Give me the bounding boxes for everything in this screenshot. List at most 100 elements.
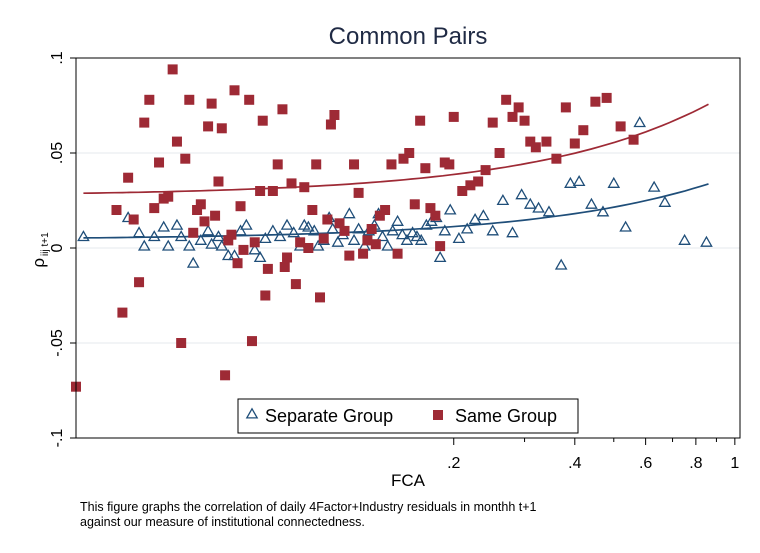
point-separate-group xyxy=(77,230,90,242)
legend-symbol-separate-group xyxy=(245,407,259,419)
point-separate-group xyxy=(506,226,519,238)
point-same-group xyxy=(238,244,249,255)
point-same-group xyxy=(223,235,234,246)
fit-line-same-group xyxy=(83,103,709,195)
point-separate-group xyxy=(452,231,466,244)
point-separate-group xyxy=(215,239,229,251)
legend-label-same-group: Same Group xyxy=(455,406,557,426)
point-separate-group xyxy=(132,226,146,238)
x-tick-label: 1 xyxy=(730,455,739,472)
point-separate-group xyxy=(161,239,175,251)
point-separate-group xyxy=(201,224,215,236)
point-same-group xyxy=(473,176,484,187)
y-axis-label-main: ρ xyxy=(29,258,48,268)
point-separate-group xyxy=(523,197,537,209)
point-separate-group xyxy=(157,220,171,232)
point-same-group xyxy=(601,92,612,103)
point-separate-group xyxy=(386,224,400,236)
point-same-group xyxy=(325,119,336,130)
point-same-group xyxy=(480,165,491,176)
point-same-group xyxy=(176,338,187,348)
x-tick-label: .4 xyxy=(568,455,581,472)
point-separate-group xyxy=(253,250,267,263)
point-separate-group xyxy=(259,231,272,244)
x-axis-label: FCA xyxy=(391,471,426,490)
point-same-group xyxy=(303,243,314,253)
point-separate-group xyxy=(554,258,568,270)
point-same-group xyxy=(349,159,360,170)
point-same-group xyxy=(154,157,165,168)
point-same-group xyxy=(358,248,369,259)
point-same-group xyxy=(487,117,498,128)
point-same-group xyxy=(272,159,283,170)
point-separate-group xyxy=(596,205,610,217)
point-same-group xyxy=(366,224,377,234)
point-same-group xyxy=(244,94,255,105)
y-tick-label: 0 xyxy=(49,243,66,252)
point-same-group xyxy=(213,176,224,187)
point-same-group xyxy=(362,235,373,246)
point-same-group xyxy=(501,94,512,105)
figure-caption: This figure graphs the correlation of da… xyxy=(80,500,740,529)
point-separate-group xyxy=(221,249,235,261)
point-same-group xyxy=(195,199,206,210)
point-same-group xyxy=(507,111,518,122)
point-same-group xyxy=(339,225,350,236)
point-same-group xyxy=(628,134,639,145)
point-separate-group xyxy=(381,239,394,251)
point-separate-group xyxy=(266,224,280,236)
point-same-group xyxy=(334,218,345,229)
point-same-group xyxy=(315,292,326,303)
point-separate-group xyxy=(406,226,419,238)
point-same-group xyxy=(435,241,446,252)
point-same-group xyxy=(415,115,426,126)
point-same-group xyxy=(353,187,364,198)
point-same-group xyxy=(457,186,468,196)
point-separate-group xyxy=(273,230,287,242)
point-separate-group xyxy=(396,228,409,240)
point-same-group xyxy=(260,290,271,301)
point-separate-group xyxy=(658,195,672,207)
point-same-group xyxy=(386,159,397,170)
point-same-group xyxy=(318,233,329,244)
point-same-group xyxy=(286,178,297,189)
point-same-group xyxy=(149,203,160,214)
point-same-group xyxy=(277,104,288,115)
point-same-group xyxy=(128,214,139,225)
point-same-group xyxy=(569,138,580,149)
point-separate-group xyxy=(248,243,262,255)
point-same-group xyxy=(444,159,455,170)
point-same-group xyxy=(525,136,536,147)
point-separate-group xyxy=(186,256,200,268)
point-same-group xyxy=(226,229,237,240)
point-separate-group xyxy=(240,218,253,230)
point-same-group xyxy=(139,117,150,128)
point-same-group xyxy=(541,136,552,147)
y-tick-label: .05 xyxy=(49,142,66,164)
point-same-group xyxy=(167,64,178,75)
point-same-group xyxy=(279,262,290,272)
point-same-group xyxy=(560,102,571,113)
point-same-group xyxy=(235,201,246,212)
point-separate-group xyxy=(468,212,482,225)
point-separate-group xyxy=(147,230,161,242)
point-separate-group xyxy=(170,218,184,230)
point-same-group xyxy=(123,172,134,183)
point-separate-group xyxy=(212,230,225,242)
point-same-group xyxy=(216,123,227,134)
point-same-group xyxy=(206,98,217,109)
point-separate-group xyxy=(331,235,345,247)
point-same-group xyxy=(163,191,174,202)
point-same-group xyxy=(282,252,293,263)
axes: .1 .05 0 -.05 -.1 .2 .4 .6 .8 1 xyxy=(49,51,741,472)
point-same-group xyxy=(425,203,436,214)
gridlines xyxy=(76,57,740,439)
point-same-group xyxy=(311,159,322,170)
point-same-group xyxy=(344,250,355,261)
point-same-group xyxy=(229,85,240,96)
legend-box xyxy=(237,398,579,434)
point-separate-group xyxy=(410,230,424,242)
point-same-group xyxy=(420,163,431,174)
point-same-group xyxy=(144,94,155,105)
